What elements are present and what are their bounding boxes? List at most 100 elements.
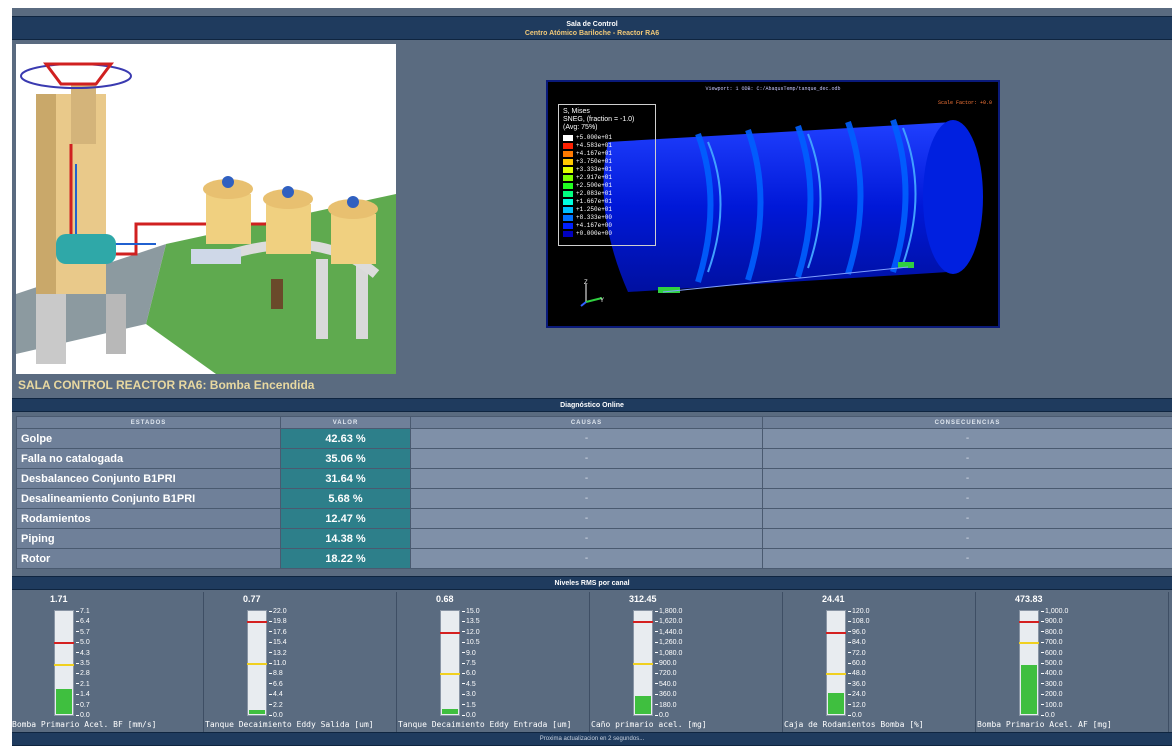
gauge-tick-label: 36.0 — [848, 681, 866, 688]
gauge-tick-label: 2.1 — [76, 681, 90, 688]
legend-row: +4.583e+01 — [563, 143, 612, 149]
valor-cell: 14.38 % — [280, 528, 411, 549]
gauge-fill — [249, 710, 265, 714]
rms-gauge: 1.71 7.1 6.4 5.7 5.0 4.3 3.5 2.8 2.1 1.4 0.7 0.0 Bom… — [12, 592, 204, 732]
gauge-tick-label: 48.0 — [848, 670, 866, 677]
consecuencia-cell: - — [762, 528, 1172, 549]
estado-cell: Desalineamiento Conjunto B1PRI — [16, 488, 281, 509]
legend-value: +2.917e+01 — [576, 174, 613, 181]
gauge-warning-line — [247, 663, 267, 665]
consecuencia-cell: - — [762, 448, 1172, 469]
legend-value: +2.500e+01 — [576, 182, 613, 189]
legend-row: +4.167e+01 — [563, 151, 612, 157]
rms-section-band: Niveles RMS por canal — [12, 576, 1172, 590]
legend-value: +8.333e+00 — [576, 214, 613, 221]
causa-cell: - — [410, 428, 763, 449]
gauge-alarm-line — [247, 621, 267, 624]
gauge-tick-label: 15.4 — [269, 639, 287, 646]
valor-cell: 18.22 % — [280, 548, 411, 569]
legend-value: +3.333e+01 — [576, 166, 613, 173]
table-row: Golpe 42.63 % - - — [16, 428, 1172, 449]
diagnostic-table: ESTADOS VALOR CAUSAS CONSECUENCIAS Golpe… — [16, 416, 1172, 569]
gauge-tick-label: 2.8 — [76, 670, 90, 677]
legend-value: +4.167e+00 — [576, 222, 613, 229]
gauge-alarm-line — [440, 631, 460, 634]
consecuencia-cell: - — [762, 508, 1172, 529]
col-causas: CAUSAS — [410, 416, 763, 429]
legend-value: +1.250e+01 — [576, 206, 613, 213]
legend-swatch — [563, 199, 573, 205]
diagnostic-table-body: Golpe 42.63 % - - Falla no catalogada 35.06 %… — [16, 428, 1172, 569]
table-row: Rodamientos 12.47 % - - — [16, 508, 1172, 529]
axes-triad-icon — [580, 284, 603, 307]
legend-title-3: (Avg: 75%) — [563, 124, 598, 131]
legend-value: +0.000e+00 — [576, 230, 613, 237]
table-row: Desalineamiento Conjunto B1PRI 5.68 % - - — [16, 488, 1172, 509]
legend-row: +3.750e+01 — [563, 159, 612, 165]
gauge-fill — [442, 709, 458, 714]
gauge-tick-label: 1.4 — [76, 691, 90, 698]
legend-value: +4.583e+01 — [576, 142, 613, 149]
legend-value: +2.083e+01 — [576, 190, 613, 197]
gauge-reading: 312.45 — [629, 594, 657, 604]
gauge-channel-label: Caño primario acel. [mg] — [591, 720, 707, 729]
control-room-panel: Sala de Control Centro Atómico Bariloche… — [12, 8, 1172, 746]
gauge-reading: 0.77 — [243, 594, 261, 604]
legend-swatch — [563, 191, 573, 197]
gauge-tick-label: 400.0 — [1041, 670, 1063, 677]
gauge-tick-label: 3.0 — [462, 691, 476, 698]
valor-cell: 31.64 % — [280, 468, 411, 489]
rms-gauge: 0.77 22.0 19.8 17.6 15.4 13.2 11.0 8.8 6.6 4.4 2.2… — [205, 592, 397, 732]
rms-gauge: 24.41 120.0 108.0 96.0 84.0 72.0 60.0 48.0 36.0 2… — [784, 592, 976, 732]
gauge-scale: 7.1 6.4 5.7 5.0 4.3 3.5 2.8 2.1 1.4 0.7 0.0 — [76, 608, 136, 719]
causa-cell: - — [410, 468, 763, 489]
causa-cell: - — [410, 488, 763, 509]
col-consecuencias: CONSECUENCIAS — [762, 416, 1172, 429]
gauge-reading: 24.41 — [822, 594, 845, 604]
gauge-alarm-line — [54, 641, 74, 644]
legend-swatch — [563, 223, 573, 229]
gauge-tick-label: 4.4 — [269, 691, 283, 698]
gauge-tick-label: 900.0 — [1041, 618, 1063, 625]
gauge-scale: 1,800.0 1,620.0 1,440.0 1,260.0 1,080.0 900.0… — [655, 608, 715, 719]
legend-swatch — [563, 135, 573, 141]
gauge-tick-label: 2.2 — [269, 702, 283, 709]
gauge-channel-label: Tanque Decaimiento Eddy Salida [um] — [205, 720, 374, 729]
gauge-tick-label: 0.0 — [462, 712, 476, 719]
gauge-tick-label: 12.0 — [462, 629, 480, 636]
legend-value: +4.167e+01 — [576, 150, 613, 157]
gauge-tick-label: 22.0 — [269, 608, 287, 615]
gauge-alarm-line — [826, 631, 846, 634]
gauge-tick-label: 1,800.0 — [655, 608, 682, 615]
gauge-tick-label: 5.0 — [76, 639, 90, 646]
gauge-alarm-line — [1019, 621, 1039, 624]
legend-value: +1.667e+01 — [576, 198, 613, 205]
gauge-tick-label: 11.0 — [269, 660, 286, 667]
page-title: Sala de Control — [566, 21, 618, 28]
gauge-tick-label: 6.4 — [76, 618, 90, 625]
gauge-tick-label: 7.5 — [462, 660, 476, 667]
legend-swatch — [563, 231, 573, 237]
gauge-tick-label: 720.0 — [655, 670, 677, 677]
gauge-tick-label: 17.6 — [269, 629, 287, 636]
gauge-channel-label: Tanque Decaimiento Eddy Entrada [um] — [398, 720, 572, 729]
legend-swatch — [563, 167, 573, 173]
gauge-tick-label: 60.0 — [848, 660, 866, 667]
gauge-tick-label: 0.0 — [848, 712, 862, 719]
legend-value: +3.750e+01 — [576, 158, 613, 165]
legend-row: +8.333e+00 — [563, 215, 612, 221]
col-valor: VALOR — [280, 416, 411, 429]
consecuencia-cell: - — [762, 548, 1172, 569]
valor-cell: 42.63 % — [280, 428, 411, 449]
gauge-tick-label: 24.0 — [848, 691, 866, 698]
gauge-tick-label: 180.0 — [655, 702, 677, 709]
legend-row: +3.333e+01 — [563, 167, 612, 173]
gauge-tick-label: 1,620.0 — [655, 618, 682, 625]
legend-swatch — [563, 175, 573, 181]
gauge-channel-label: Bomba Primario Acel. BF [mm/s] — [12, 720, 157, 729]
gauge-tick-label: 9.0 — [462, 650, 476, 657]
gauge-warning-line — [440, 673, 460, 676]
gauge-warning-line — [1019, 642, 1039, 645]
valor-cell: 5.68 % — [280, 488, 411, 509]
gauge-reading: 0.68 — [436, 594, 454, 604]
